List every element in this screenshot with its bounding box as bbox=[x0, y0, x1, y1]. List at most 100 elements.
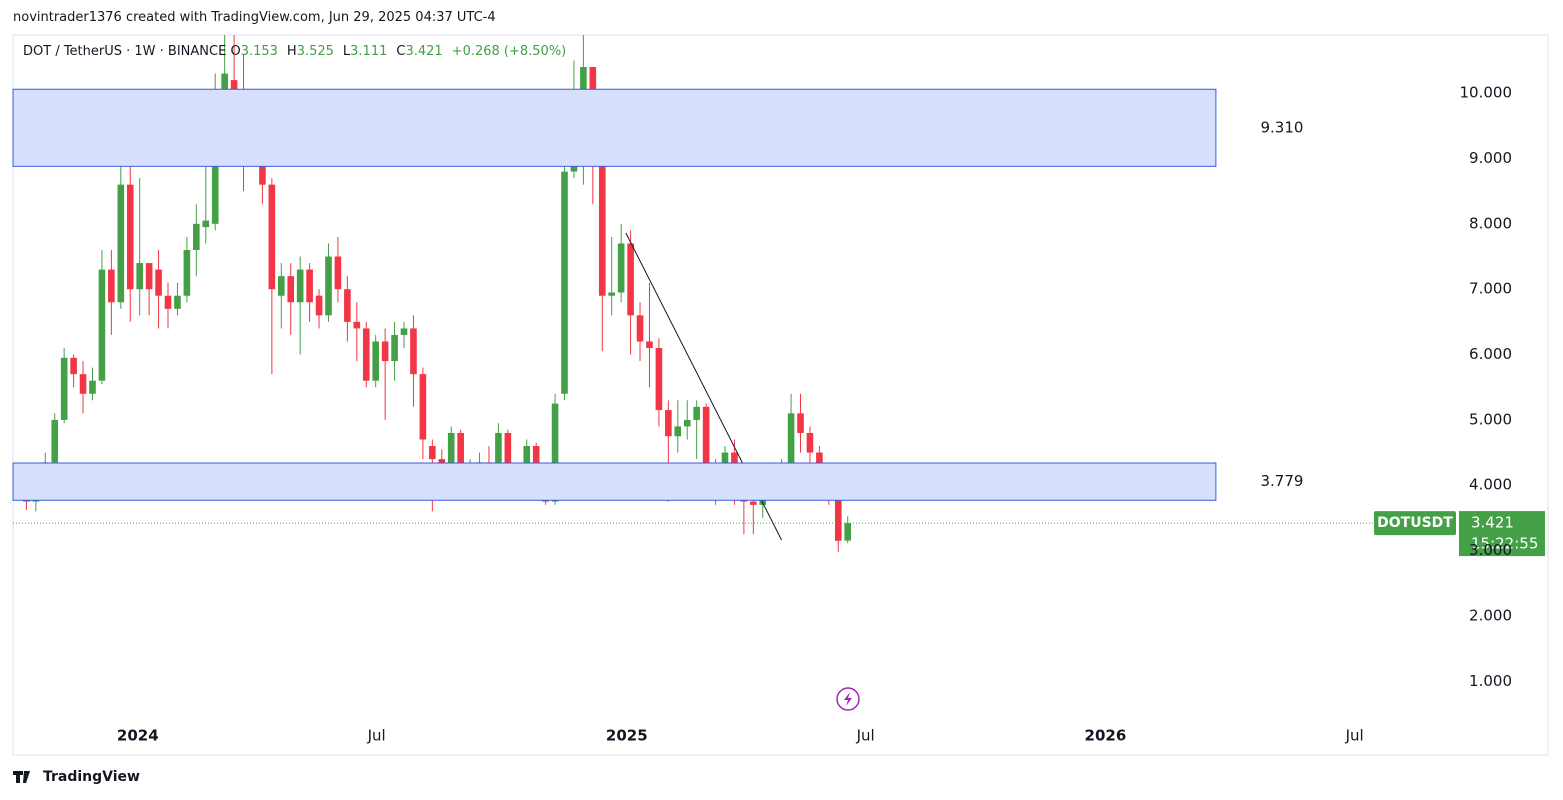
candle-body bbox=[457, 432, 464, 479]
candle-body bbox=[155, 269, 162, 296]
candle-body bbox=[334, 256, 342, 290]
ohlc-value: 3.153 bbox=[240, 44, 278, 59]
x-tick-label: 2024 bbox=[117, 727, 159, 745]
zone-label: 9.310 bbox=[1260, 118, 1303, 136]
candle-body bbox=[787, 413, 795, 492]
candle-body bbox=[164, 295, 172, 309]
candle-body bbox=[211, 112, 219, 224]
y-tick-label: 3.000 bbox=[1469, 541, 1512, 559]
x-tick-label: Jul bbox=[856, 727, 875, 745]
candle-body bbox=[344, 289, 351, 322]
candle-body bbox=[523, 446, 531, 479]
candle-body bbox=[136, 263, 143, 290]
candle-body bbox=[353, 321, 361, 329]
candle-body bbox=[230, 80, 238, 94]
candle-body bbox=[750, 501, 757, 505]
candle-body bbox=[126, 184, 134, 290]
candle-body bbox=[627, 243, 634, 316]
price-tag bbox=[1459, 511, 1545, 557]
y-tick-label: 4.000 bbox=[1469, 476, 1512, 494]
candle-body bbox=[79, 374, 87, 394]
candle-body bbox=[410, 328, 417, 375]
candle-body bbox=[674, 426, 682, 437]
candle-body bbox=[60, 357, 68, 420]
candle-body bbox=[532, 446, 540, 479]
symbol-tag bbox=[1374, 511, 1456, 536]
legend: DOT / TetherUS · 1W · BINANCE O 3.153 H 3.… bbox=[23, 44, 575, 59]
ohlc-key: L bbox=[342, 44, 351, 59]
x-tick-label: Jul bbox=[367, 727, 386, 745]
candle-body bbox=[721, 452, 729, 466]
candle-body bbox=[702, 406, 710, 486]
candle-body bbox=[447, 432, 455, 466]
event-icon-bolt bbox=[844, 692, 852, 706]
candle-body bbox=[70, 357, 77, 375]
candle-body bbox=[598, 158, 606, 296]
symbol-tag-text: DOTUSDT bbox=[1377, 515, 1453, 531]
candle-body bbox=[315, 295, 323, 316]
candle-body bbox=[145, 263, 153, 290]
chart-frame bbox=[12, 34, 1549, 756]
ohlc-key: O bbox=[230, 44, 241, 59]
candle-body bbox=[504, 432, 512, 479]
candle-body bbox=[174, 295, 181, 309]
x-tick-label: 2026 bbox=[1085, 727, 1127, 745]
candle-body bbox=[306, 269, 313, 303]
candle-body bbox=[665, 410, 672, 437]
series-name: DOT / TetherUS · 1W · BINANCE bbox=[23, 44, 227, 59]
candle-body bbox=[844, 523, 852, 541]
ohlc-value: 3.421 bbox=[405, 44, 443, 59]
candle-body bbox=[193, 223, 200, 250]
ohlc-key: H bbox=[286, 44, 297, 59]
y-tick-label: 8.000 bbox=[1469, 214, 1512, 232]
candle-body bbox=[655, 348, 663, 411]
price-tag-value: 3.421 bbox=[1471, 514, 1514, 532]
header: novintrader1376 created with TradingView… bbox=[13, 10, 496, 25]
zone-label: 3.779 bbox=[1260, 472, 1303, 490]
candle-body bbox=[183, 249, 191, 296]
candle-body bbox=[551, 403, 559, 502]
candle-body bbox=[98, 269, 106, 381]
candle-body bbox=[561, 171, 568, 394]
logo bbox=[13, 771, 30, 783]
candle-body bbox=[419, 374, 427, 440]
x-tick-label: 2025 bbox=[606, 727, 648, 745]
candle-body bbox=[683, 419, 691, 427]
candle-body bbox=[117, 184, 125, 303]
x-tick-label: Jul bbox=[1345, 727, 1364, 745]
y-tick-label: 9.000 bbox=[1469, 149, 1512, 167]
candle-body bbox=[806, 432, 814, 453]
change: +0.268 (+8.50%) bbox=[451, 44, 567, 59]
candle-body bbox=[89, 380, 96, 394]
candle-body bbox=[391, 334, 398, 362]
candle-body bbox=[296, 269, 304, 303]
candle-body bbox=[108, 269, 115, 303]
candle-body bbox=[325, 256, 332, 316]
event-icon[interactable] bbox=[836, 687, 860, 711]
candle-body bbox=[202, 220, 210, 228]
y-tick-label: 1.000 bbox=[1469, 672, 1512, 690]
candle-body bbox=[381, 341, 389, 362]
zone bbox=[12, 462, 1217, 501]
zone bbox=[12, 88, 1217, 167]
y-tick-label: 10.000 bbox=[1460, 84, 1513, 102]
candle-body bbox=[636, 315, 644, 342]
candle-body bbox=[617, 243, 625, 293]
price-tag-countdown: 15:22:55 bbox=[1471, 535, 1538, 553]
y-tick-label: 2.000 bbox=[1469, 606, 1512, 624]
y-tick-label: 7.000 bbox=[1469, 280, 1512, 298]
ohlc-value: 3.111 bbox=[350, 44, 388, 59]
footer: TradingView bbox=[43, 769, 140, 785]
y-tick-label: 5.000 bbox=[1469, 410, 1512, 428]
candle-body bbox=[438, 459, 446, 466]
candle-body bbox=[372, 341, 380, 381]
candle-body bbox=[797, 413, 804, 433]
candle-body bbox=[834, 491, 842, 541]
ohlc-value: 3.525 bbox=[296, 44, 334, 59]
ohlc-key: C bbox=[396, 44, 406, 59]
candle-body bbox=[362, 328, 370, 381]
candle-body bbox=[693, 406, 700, 420]
candle-body bbox=[429, 446, 436, 460]
